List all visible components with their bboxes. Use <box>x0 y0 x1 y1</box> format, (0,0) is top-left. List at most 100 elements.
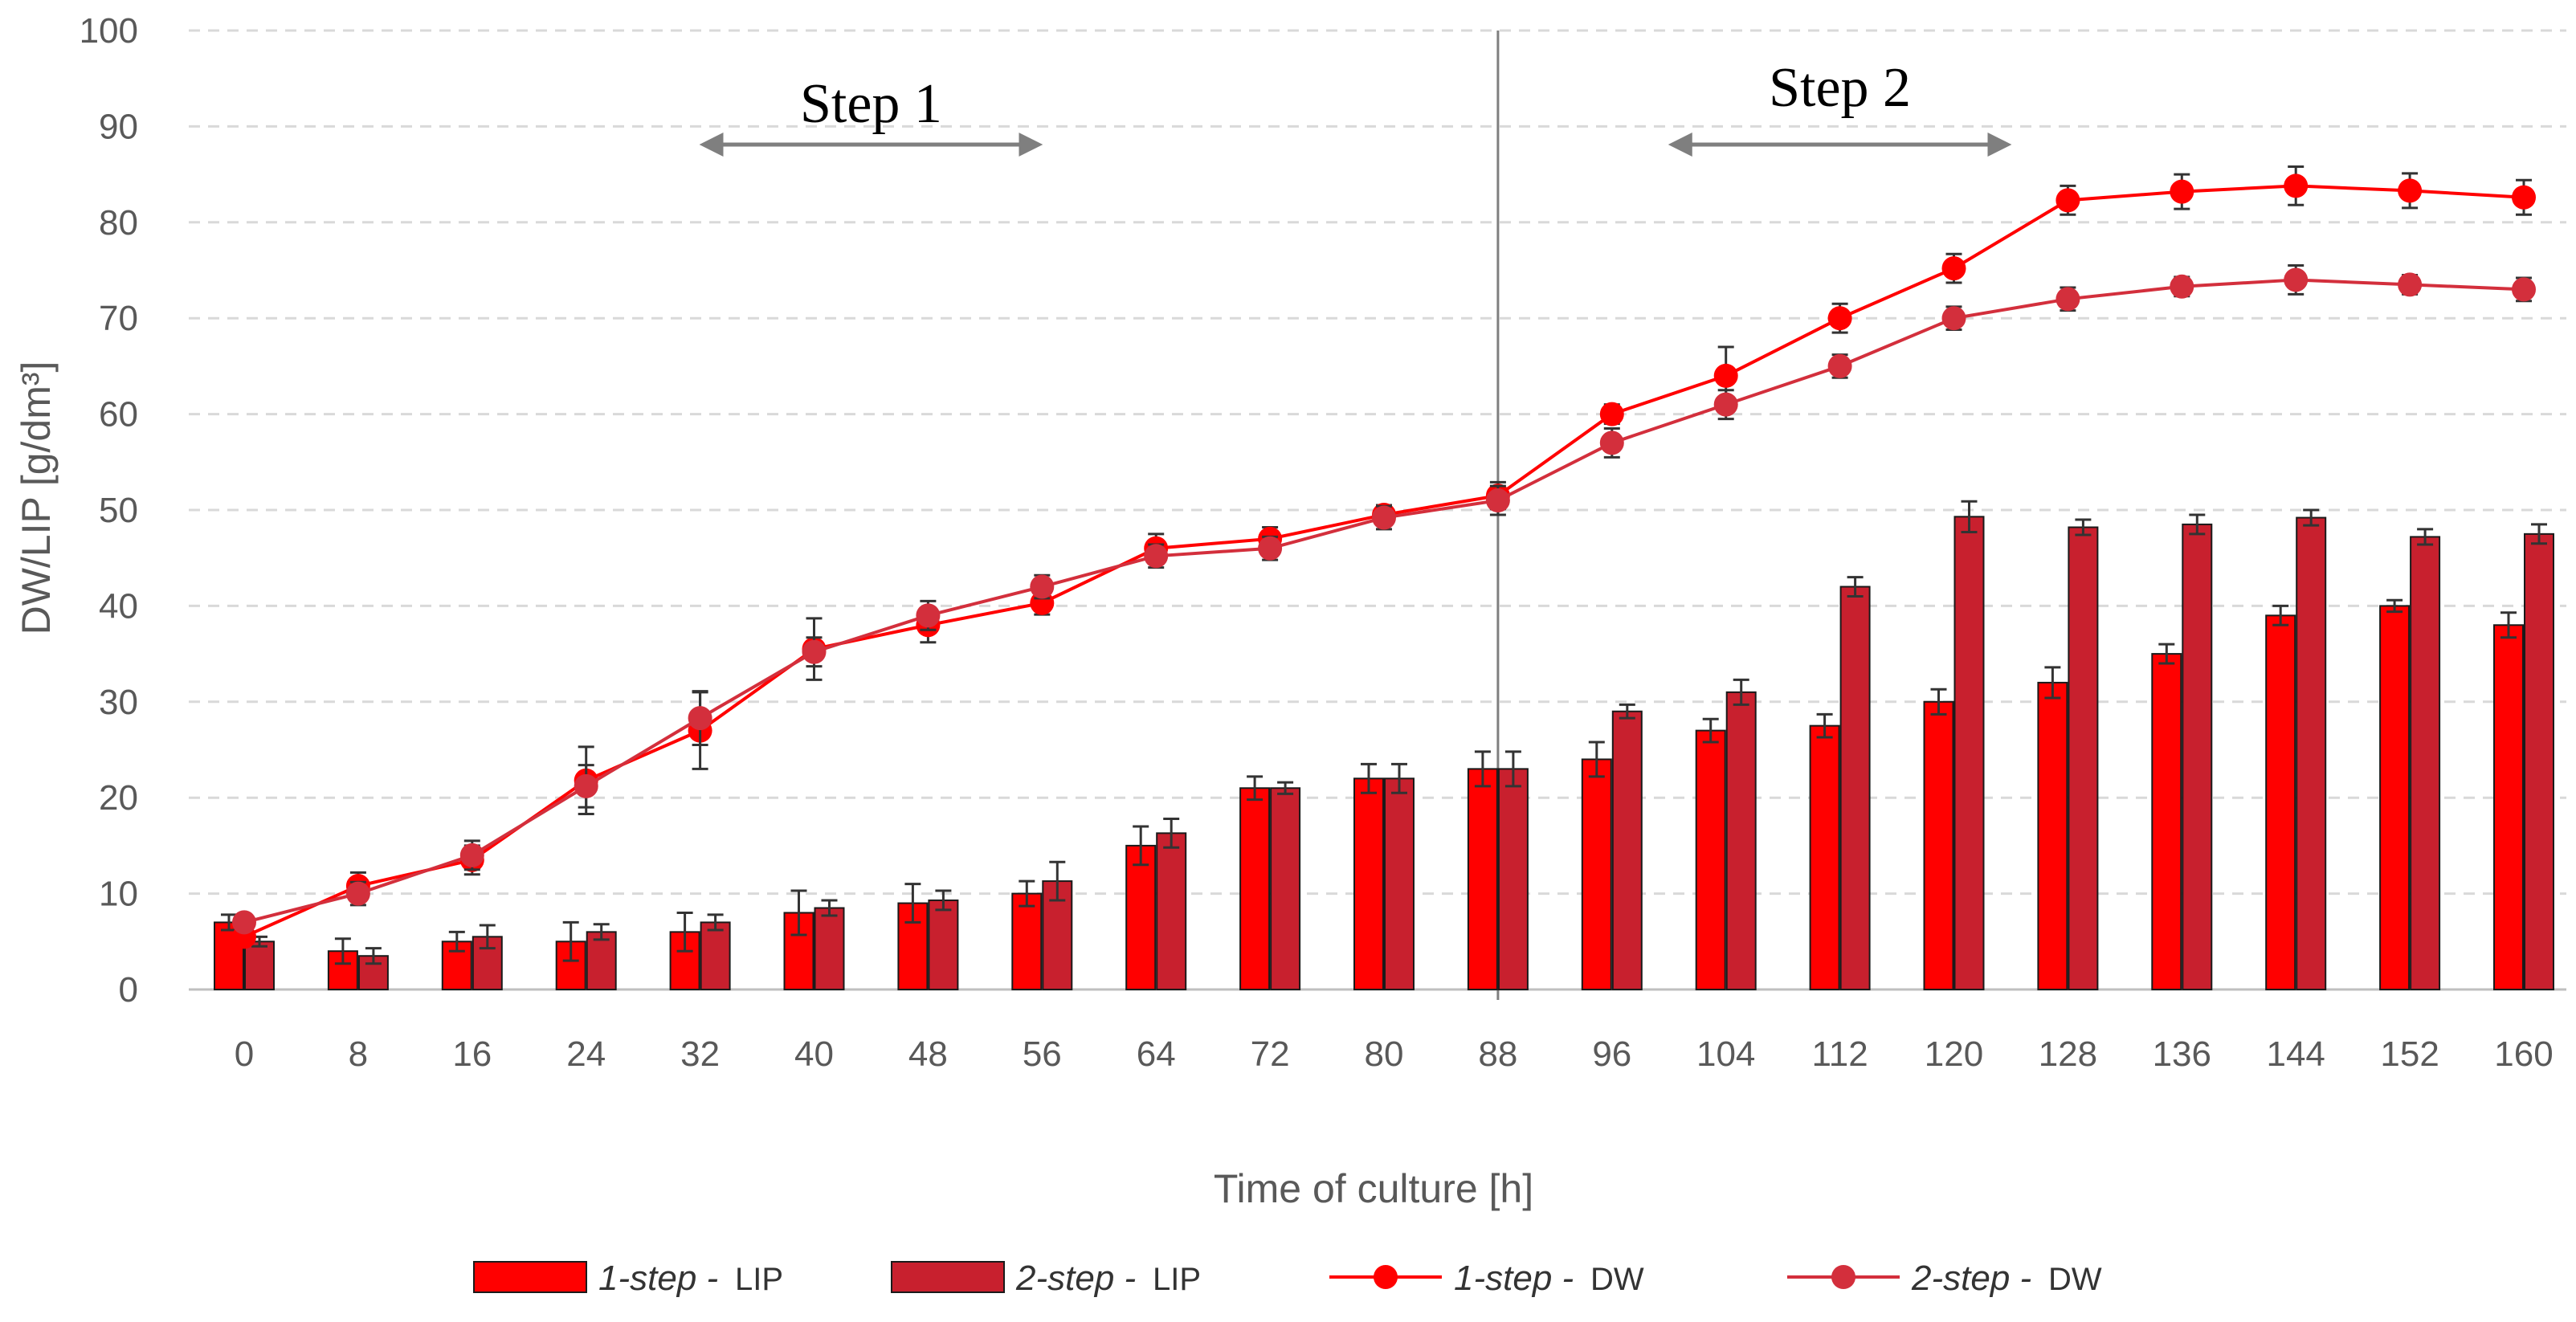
legend-swatch-bar <box>891 1261 1005 1293</box>
data-point <box>1030 574 1055 599</box>
x-tick-label: 144 <box>2266 1034 2325 1074</box>
x-axis-title: Time of culture [h] <box>1214 1166 1533 1211</box>
y-tick-label: 10 <box>99 875 138 914</box>
step-label: Step 2 <box>1769 57 1911 119</box>
data-point <box>2284 173 2309 198</box>
data-point <box>1599 402 1624 426</box>
bar <box>1695 729 1726 990</box>
bar <box>1125 844 1157 991</box>
legend-label: 1-step - <box>1454 1259 1574 1298</box>
legend-swatch-marker <box>1374 1265 1398 1289</box>
bar <box>1384 777 1415 990</box>
bar <box>2151 653 2182 990</box>
x-tick-label: 56 <box>1023 1034 1062 1074</box>
bar <box>586 931 617 990</box>
data-point <box>2055 287 2080 312</box>
data-point <box>2398 178 2423 203</box>
x-tick-label: 120 <box>1925 1034 1983 1074</box>
legend: 1-step - LIP 2-step - LIP 1-step - DW 2-step -… <box>473 1259 2102 1298</box>
y-tick-label: 0 <box>119 970 138 1010</box>
bar <box>327 950 358 990</box>
bar <box>814 907 845 991</box>
x-tick-label: 128 <box>2039 1034 2097 1074</box>
data-point <box>2055 188 2080 213</box>
x-tick-label: 72 <box>1251 1034 1290 1074</box>
y-tick-label: 90 <box>99 107 138 146</box>
x-tick-label: 48 <box>908 1034 948 1074</box>
data-point <box>2170 179 2194 204</box>
y-tick-labels: 0 10 20 30 40 50 60 70 80 90 100 <box>80 11 138 1010</box>
legend-label-suffix: DW <box>1590 1262 1644 1297</box>
data-point <box>2512 185 2536 210</box>
y-tick-label: 50 <box>99 491 138 530</box>
bar <box>2524 532 2554 990</box>
x-tick-label: 112 <box>1812 1034 1868 1074</box>
bar <box>244 940 275 991</box>
data-point <box>574 773 598 798</box>
bar <box>2296 516 2327 990</box>
x-tick-label: 64 <box>1137 1034 1176 1074</box>
y-tick-label: 30 <box>99 683 138 722</box>
bar <box>1239 787 1271 991</box>
x-tick-label: 32 <box>680 1034 720 1074</box>
y-tick-label: 100 <box>80 11 138 51</box>
data-point <box>1941 256 1966 281</box>
data-point <box>916 603 941 628</box>
bar <box>2182 523 2213 990</box>
legend-swatch-bar <box>473 1261 587 1293</box>
bar <box>700 921 731 991</box>
bar <box>1011 892 1043 990</box>
bars <box>214 500 2554 991</box>
bar <box>1953 516 1985 990</box>
y-tick-label: 40 <box>99 586 138 626</box>
legend-label-suffix: DW <box>2048 1262 2102 1297</box>
data-point <box>2284 267 2309 292</box>
x-tick-label: 152 <box>2380 1034 2439 1074</box>
bar <box>1611 710 1643 990</box>
y-tick-label: 60 <box>99 395 138 435</box>
bar <box>928 899 959 991</box>
bar <box>1497 768 1529 990</box>
bar <box>2379 605 2411 991</box>
x-tick-label: 8 <box>349 1034 368 1074</box>
data-point <box>2398 272 2423 297</box>
x-tick-label: 80 <box>1365 1034 1404 1074</box>
data-point <box>1258 536 1283 561</box>
data-point <box>1144 544 1169 569</box>
data-point <box>1827 306 1852 331</box>
x-tick-label: 88 <box>1478 1034 1517 1074</box>
bar <box>1581 758 1612 990</box>
y-tick-label: 70 <box>99 299 138 338</box>
data-point <box>802 639 827 664</box>
bar <box>1725 691 1757 990</box>
data-point <box>1372 505 1396 530</box>
x-tick-label: 160 <box>2494 1034 2553 1074</box>
x-tick-label: 136 <box>2153 1034 2211 1074</box>
legend-label: 1-step - <box>598 1259 718 1298</box>
step-label: Step 1 <box>800 73 942 135</box>
x-tick-label: 40 <box>794 1034 834 1074</box>
y-tick-label: 20 <box>99 778 138 818</box>
data-point <box>688 706 712 731</box>
data-point <box>1941 306 1966 331</box>
x-tick-labels: 0 8 16 24 32 40 48 56 64 72 80 88 96 104 112 120 128 136 1… <box>235 1034 2554 1074</box>
data-point <box>2170 274 2194 299</box>
bar <box>1156 832 1187 991</box>
bar <box>1839 586 1871 991</box>
data-point <box>1485 488 1510 513</box>
data-point <box>232 910 256 935</box>
data-point <box>345 881 370 906</box>
data-point <box>1713 392 1738 417</box>
bar <box>2493 624 2524 991</box>
bar <box>1353 777 1384 990</box>
bar <box>1270 787 1301 991</box>
y-axis-title: DW/LIP [g/dm³] <box>14 361 59 635</box>
data-point <box>1827 353 1852 378</box>
data-point <box>1713 363 1738 388</box>
step-annotations: Step 1 Step 2 <box>699 57 2012 157</box>
bar <box>1467 768 1498 990</box>
x-tick-label: 104 <box>1696 1034 1755 1074</box>
legend-label-suffix: LIP <box>735 1262 783 1297</box>
legend-label: 2-step - <box>1015 1259 1136 1298</box>
data-point <box>1599 430 1624 455</box>
